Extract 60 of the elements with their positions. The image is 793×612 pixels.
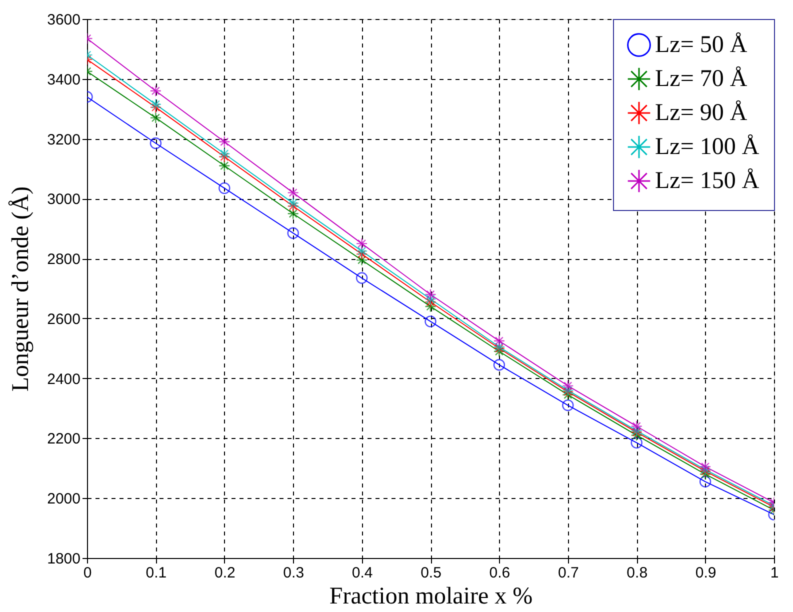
point <box>562 380 574 392</box>
point <box>356 254 368 266</box>
x-tick-label: 0.9 <box>695 564 716 582</box>
y-tick-label: 2000 <box>47 490 80 508</box>
x-tick-label: 1 <box>770 564 779 582</box>
point <box>424 288 436 300</box>
point <box>218 148 230 160</box>
point <box>699 476 712 488</box>
legend-label: Lz= 70 Å <box>655 66 748 92</box>
y-tick-label: 2600 <box>47 310 80 328</box>
legend-label: Lz= 150 Å <box>655 168 760 194</box>
point <box>150 112 162 124</box>
point <box>493 335 506 347</box>
point <box>424 300 436 312</box>
y-tick-label: 3200 <box>47 131 80 148</box>
point <box>218 150 230 163</box>
y-tick-label: 3000 <box>47 191 80 208</box>
point <box>356 238 368 250</box>
legend-label: Lz= 100 Å <box>655 134 760 160</box>
x-tick-label: 0.7 <box>558 564 579 582</box>
x-tick-label: 0.2 <box>214 564 236 582</box>
point <box>356 248 368 260</box>
x-tick-label: 0.8 <box>626 564 648 582</box>
x-tick-label: 0.6 <box>489 564 510 582</box>
point <box>356 245 368 257</box>
x-tick-label: 0.5 <box>420 564 442 582</box>
point <box>699 460 712 473</box>
y-tick-label: 2200 <box>47 430 80 448</box>
legend-label: Lz= 90 Å <box>655 100 748 126</box>
y-tick-label: 2400 <box>47 370 80 388</box>
point <box>493 346 506 358</box>
x-tick-label: 0 <box>83 564 92 582</box>
point <box>218 182 230 194</box>
legend-label: Lz= 50 Å <box>655 32 748 58</box>
point <box>630 420 642 432</box>
point <box>424 316 436 328</box>
y-tick-label: 2800 <box>47 251 80 268</box>
point <box>287 186 299 199</box>
point <box>150 85 162 97</box>
x-tick-label: 0.1 <box>146 564 167 582</box>
y-tick-label: 3600 <box>47 12 80 28</box>
point <box>562 399 574 412</box>
y-tick-label: 1800 <box>47 550 80 568</box>
point <box>287 200 299 212</box>
point <box>218 160 230 172</box>
y-axis-title: Longueur d’onde (Å) <box>8 186 34 392</box>
point <box>493 359 506 371</box>
point <box>287 227 299 239</box>
y-tick-label: 3400 <box>47 71 80 88</box>
point <box>424 293 436 305</box>
point <box>287 197 299 209</box>
x-axis-title: Fraction molaire x % <box>329 584 533 610</box>
point <box>356 272 368 284</box>
point <box>150 98 162 110</box>
point <box>218 136 230 148</box>
point <box>150 137 162 150</box>
point <box>287 208 299 220</box>
x-tick-label: 0.4 <box>352 564 373 582</box>
x-tick-label: 0.3 <box>283 564 304 582</box>
point <box>630 436 642 449</box>
